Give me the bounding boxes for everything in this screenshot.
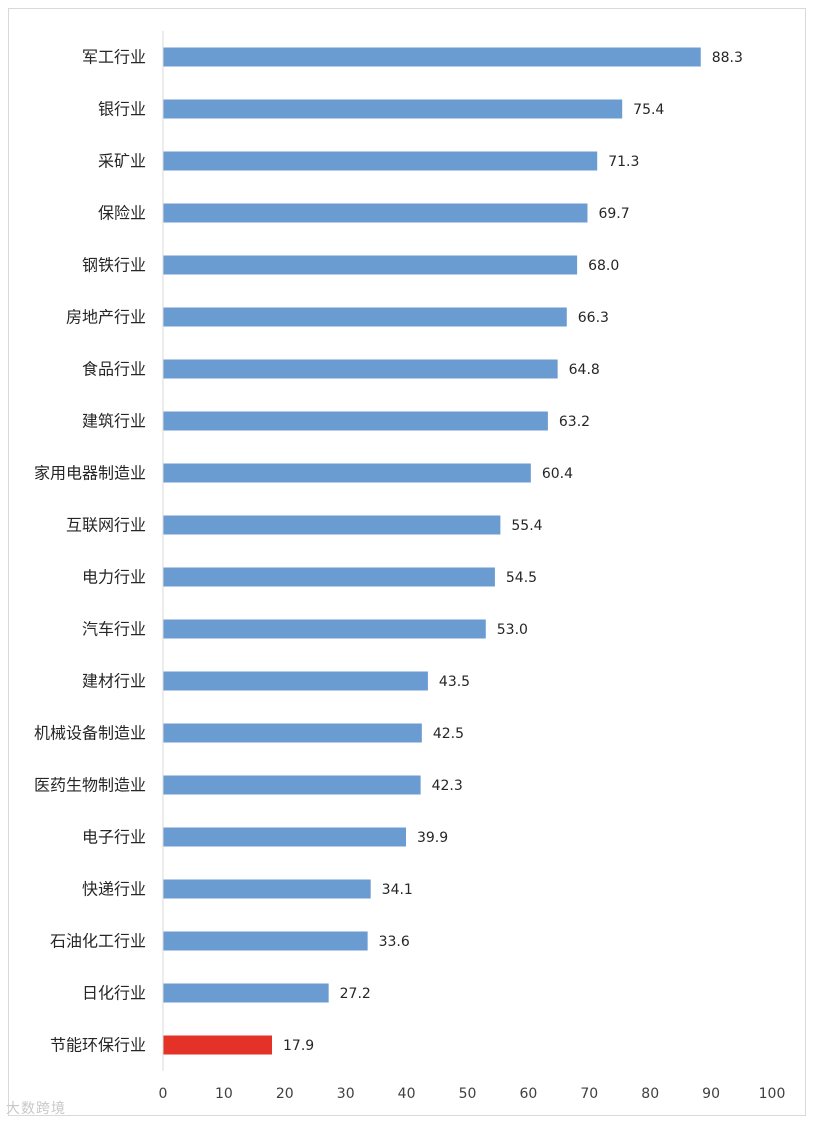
category-label: 采矿业 bbox=[98, 152, 146, 171]
bars-group bbox=[163, 47, 701, 1055]
value-label: 54.5 bbox=[506, 570, 537, 586]
value-label: 66.3 bbox=[578, 310, 609, 326]
bar-11 bbox=[163, 619, 486, 639]
value-label: 88.3 bbox=[712, 50, 743, 66]
category-label: 家用电器制造业 bbox=[34, 464, 146, 483]
bar-15 bbox=[163, 827, 406, 847]
value-label: 75.4 bbox=[633, 102, 664, 118]
bar-7 bbox=[163, 411, 548, 431]
bar-5 bbox=[163, 307, 567, 327]
value-label: 63.2 bbox=[559, 414, 590, 430]
value-label: 53.0 bbox=[497, 622, 528, 638]
category-label: 建材行业 bbox=[82, 672, 146, 691]
x-tick-label: 100 bbox=[759, 1086, 786, 1102]
category-labels: 军工行业银行业采矿业保险业钢铁行业房地产行业食品行业建筑行业家用电器制造业互联网… bbox=[34, 48, 146, 1055]
bar-16 bbox=[163, 879, 371, 899]
category-label: 机械设备制造业 bbox=[34, 724, 146, 743]
value-label: 55.4 bbox=[511, 518, 542, 534]
chart-frame bbox=[8, 8, 806, 1116]
x-axis-ticks: 0 10 20 30 40 50 60 70 80 90 100 bbox=[159, 1086, 786, 1102]
bar-9 bbox=[163, 515, 501, 535]
bar-3 bbox=[163, 203, 588, 223]
bar-2 bbox=[163, 151, 598, 171]
value-label: 43.5 bbox=[439, 674, 470, 690]
bar-19 bbox=[163, 1035, 273, 1055]
category-label: 建筑行业 bbox=[82, 412, 146, 431]
category-label: 军工行业 bbox=[82, 48, 146, 67]
value-label: 27.2 bbox=[340, 986, 371, 1002]
value-label: 34.1 bbox=[382, 882, 413, 898]
value-label: 17.9 bbox=[283, 1038, 314, 1054]
value-label: 69.7 bbox=[598, 206, 629, 222]
value-label: 60.4 bbox=[542, 466, 573, 482]
category-label: 食品行业 bbox=[82, 360, 146, 379]
bar-8 bbox=[163, 463, 531, 483]
value-label: 39.9 bbox=[417, 830, 448, 846]
x-tick-label: 40 bbox=[398, 1086, 416, 1102]
bar-12 bbox=[163, 671, 428, 691]
value-label: 68.0 bbox=[588, 258, 619, 274]
value-label: 64.8 bbox=[569, 362, 600, 378]
x-tick-label: 10 bbox=[215, 1086, 233, 1102]
x-tick-label: 90 bbox=[702, 1086, 720, 1102]
watermark: 大数跨境 bbox=[6, 1101, 66, 1117]
category-label: 互联网行业 bbox=[66, 516, 146, 535]
bar-18 bbox=[163, 983, 329, 1003]
x-tick-label: 0 bbox=[159, 1086, 168, 1102]
category-label: 电子行业 bbox=[82, 828, 146, 847]
x-tick-label: 60 bbox=[519, 1086, 537, 1102]
bar-4 bbox=[163, 255, 578, 275]
category-label: 日化行业 bbox=[82, 984, 146, 1003]
bar-10 bbox=[163, 567, 495, 587]
bar-6 bbox=[163, 359, 558, 379]
x-tick-label: 70 bbox=[580, 1086, 598, 1102]
category-label: 房地产行业 bbox=[66, 308, 146, 327]
category-label: 保险业 bbox=[98, 204, 146, 223]
category-label: 银行业 bbox=[98, 100, 146, 119]
category-label: 石油化工行业 bbox=[50, 932, 146, 951]
x-tick-label: 50 bbox=[459, 1086, 477, 1102]
category-label: 快递行业 bbox=[82, 880, 146, 899]
category-label: 电力行业 bbox=[82, 568, 146, 587]
category-label: 汽车行业 bbox=[82, 620, 146, 639]
category-label: 医药生物制造业 bbox=[34, 776, 146, 795]
x-tick-label: 30 bbox=[337, 1086, 355, 1102]
bar-13 bbox=[163, 723, 422, 743]
bar-0 bbox=[163, 47, 701, 67]
category-label: 钢铁行业 bbox=[82, 256, 146, 275]
bar-14 bbox=[163, 775, 421, 795]
x-tick-label: 20 bbox=[276, 1086, 294, 1102]
value-label: 42.3 bbox=[432, 778, 463, 794]
category-label: 节能环保行业 bbox=[50, 1036, 146, 1055]
value-label: 71.3 bbox=[608, 154, 639, 170]
value-label: 42.5 bbox=[433, 726, 464, 742]
value-labels: 88.3 75.4 71.3 69.7 68.0 66.3 64.8 63.2 60.4 55.4… bbox=[283, 50, 743, 1054]
bar-1 bbox=[163, 99, 623, 119]
value-label: 33.6 bbox=[379, 934, 410, 950]
bar-17 bbox=[163, 931, 368, 951]
x-tick-label: 80 bbox=[641, 1086, 659, 1102]
